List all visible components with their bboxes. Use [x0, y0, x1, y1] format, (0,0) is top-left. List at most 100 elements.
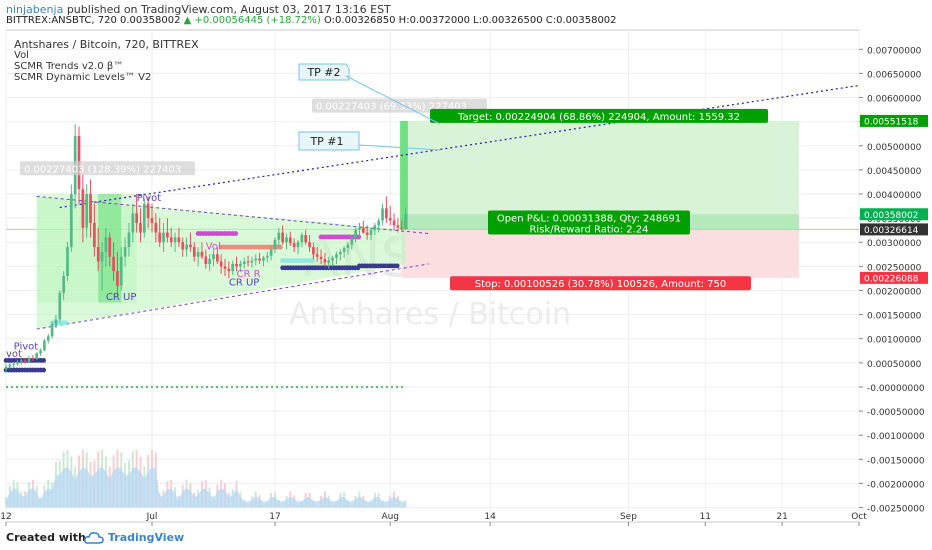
candle-body — [350, 237, 354, 245]
price-tag-target-text: 0.00551518 — [864, 117, 919, 127]
tradingview-brand[interactable]: TradingView — [108, 531, 185, 544]
candle-body — [300, 235, 304, 243]
x-tick-label: 12 — [0, 512, 11, 522]
y-tick-label: 0.00150000 — [867, 312, 922, 322]
candle-body — [346, 244, 350, 249]
candle-body — [123, 247, 127, 257]
candle-body — [400, 227, 404, 229]
price-tag-stop-text: 0.00226088 — [864, 274, 919, 284]
breakout-column — [399, 120, 408, 230]
level-dot-navy — [41, 367, 47, 373]
candle-body — [269, 249, 273, 256]
y-tick-label: 0.00050000 — [867, 360, 922, 370]
candle-body — [246, 261, 250, 263]
pivot-label: Pivot — [137, 193, 162, 204]
x-tick-label: Sep — [620, 512, 637, 522]
price-tag-stop — [860, 271, 928, 284]
y-tick-label: 0.00700000 — [867, 46, 922, 56]
level-dot-cyan — [63, 320, 68, 326]
candle-body — [116, 271, 119, 286]
ohlc-values: O:0.00326850 H:0.00372000 L:0.00326500 C… — [320, 15, 617, 26]
loss-zone — [401, 229, 799, 278]
candle-body — [319, 256, 323, 260]
y-tick-label: 0.00250000 — [867, 263, 922, 273]
tp1-callout[interactable]: TP #1 — [298, 131, 441, 151]
pivot-label: vot — [6, 349, 22, 360]
candle-body — [173, 237, 177, 243]
y-tick-label: -0.00100000 — [867, 432, 925, 442]
y-tick-label: 0.00450000 — [867, 167, 922, 177]
x-tick-label: 11 — [700, 512, 711, 522]
candle-body — [108, 237, 112, 257]
y-tick-label: 0.00300000 — [867, 239, 922, 249]
y-tick-label: -0.00000000 — [867, 384, 925, 394]
watermark-name: Antshares / Bitcoin — [289, 297, 571, 332]
ghost-measure-1: 0.00227403 (128.39%) 227403 — [24, 164, 181, 175]
tp2-label: TP #2 — [306, 66, 340, 79]
candle-body — [20, 360, 23, 362]
candle-body — [158, 232, 162, 243]
candle-body — [227, 268, 231, 272]
candle-body — [4, 366, 8, 370]
candle-body — [385, 208, 388, 219]
candle-body — [381, 208, 384, 221]
candle-body — [119, 256, 123, 286]
symbol-price: BITTREX:ANSBTC, 720 0.00358002 — [6, 15, 184, 26]
candle-body — [338, 251, 342, 255]
chart-header: ninjabenja published on TradingView.com,… — [0, 0, 932, 28]
candle-body — [104, 237, 108, 252]
open-pnl-label-text: Risk/Reward Ratio: 2.24 — [529, 225, 648, 236]
candle-body — [16, 361, 19, 364]
cr-up-label: CR UP — [106, 292, 136, 303]
author-link[interactable]: ninjabenja — [6, 3, 64, 16]
candle-body — [262, 257, 265, 261]
level-dot-navy — [394, 263, 400, 269]
symbol-line: BITTREX:ANSBTC, 720 0.00358002 ▲ +0.0005… — [6, 15, 617, 26]
candle-body — [189, 244, 192, 248]
legend-title: Antshares / Bitcoin, 720, BITTREX — [14, 38, 199, 51]
y-tick-label: 0.00500000 — [867, 143, 922, 153]
candle-body — [69, 194, 73, 248]
candle-body — [62, 276, 65, 293]
candle-body — [162, 232, 165, 243]
candle-body — [142, 203, 146, 233]
volume-ma-area — [6, 466, 406, 508]
candle-body — [181, 242, 185, 250]
candle-body — [335, 254, 338, 258]
candle-body — [223, 266, 227, 269]
candle-body — [315, 254, 319, 257]
ghost-measure-2: 0.00227403 (69.33%) 227403 — [316, 102, 467, 113]
stop-label-box — [450, 276, 751, 291]
candle-body — [50, 324, 54, 337]
candle-body — [208, 259, 211, 264]
candle-body — [96, 247, 100, 262]
candle-body — [43, 340, 46, 351]
x-tick-label: 21 — [776, 512, 787, 522]
target-label-box — [430, 108, 768, 123]
price-chart[interactable]: ANSBTC, 720 Antshares / Bitcoin PivotPiv… — [0, 28, 932, 526]
candle-body — [239, 263, 242, 267]
y-tick-label: 0.00200000 — [867, 287, 922, 297]
candle-body — [392, 220, 396, 226]
y-tick-label: 0.00650000 — [867, 70, 922, 80]
candle-body — [12, 363, 16, 365]
level-dot-navy — [41, 358, 47, 363]
candle-body — [292, 243, 296, 248]
candle-body — [361, 227, 365, 233]
candle-body — [54, 319, 58, 325]
candle-body — [331, 257, 334, 261]
candle-body — [146, 203, 150, 219]
legend-indicator-levels: SCMR Dynamic Levels™ V2 — [14, 72, 152, 83]
candle-body — [265, 255, 269, 258]
x-tick-label: 17 — [269, 512, 280, 522]
y-tick-label: 0.00400000 — [867, 191, 922, 201]
stop-label-text: Stop: 0.00100526 (30.78%) 100526, Amount… — [475, 279, 726, 290]
candle-body — [235, 263, 238, 267]
vol-marker-label: Vol — [206, 241, 221, 252]
candle-body — [288, 237, 292, 244]
tp2-callout[interactable]: TP #2 — [298, 63, 441, 125]
level-dot-magenta — [356, 234, 362, 240]
candle-body — [323, 259, 327, 263]
candle-body — [365, 232, 369, 235]
